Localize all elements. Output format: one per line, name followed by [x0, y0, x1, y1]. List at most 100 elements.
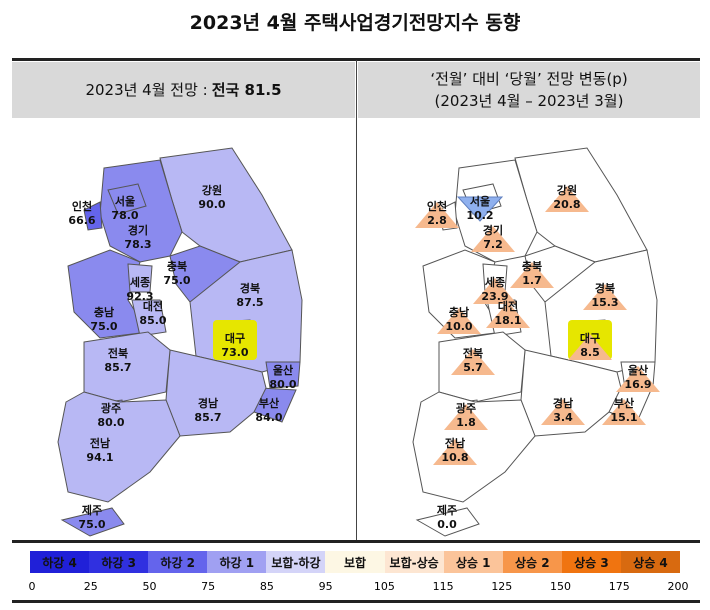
bottom-rule — [12, 600, 700, 603]
down-triangle-icon — [456, 196, 504, 222]
up-triangle-icon — [451, 349, 495, 375]
left-header: 2023년 4월 전망 : 전국 81.5 — [12, 62, 355, 118]
legend-tick: 105 — [373, 580, 395, 593]
highlight-box — [213, 320, 257, 360]
right-header: ‘전월’ 대비 ‘당월’ 전망 변동(p) (2023년 4월 – 2023년 … — [358, 62, 700, 118]
up-triangle-icon — [415, 202, 459, 228]
right-region-value: 15.3 — [591, 296, 618, 309]
right-region-name: 강원 — [557, 183, 577, 197]
left-region-value: 90.0 — [198, 198, 225, 211]
left-region-value: 80.0 — [97, 416, 124, 429]
up-triangle-icon — [437, 308, 481, 334]
right-region-value: 0.0 — [437, 518, 457, 531]
page-title: 2023년 4월 주택사업경기전망지수 동향 — [189, 12, 521, 34]
left-region-name: 전북 — [108, 346, 128, 360]
right-header-line2: (2023년 4월 – 2023년 3월) — [434, 92, 624, 110]
up-triangle-icon — [541, 399, 585, 425]
left-region-6 — [127, 263, 153, 293]
legend-item: 하강 3 — [89, 551, 149, 573]
left-region-name: 경기 — [128, 223, 148, 237]
right-region-value: 1.7 — [522, 274, 542, 287]
legend-item: 보합 — [325, 551, 385, 573]
legend-item: 하강 4 — [30, 551, 90, 573]
legend-item: 보합-하강 — [266, 551, 326, 573]
left-region-name: 제주 — [82, 503, 102, 517]
left-region-name: 대구 — [225, 331, 245, 345]
legend-tick: 175 — [608, 580, 630, 593]
right-region-value: 8.5 — [580, 346, 600, 359]
right-region-value: 23.9 — [481, 290, 508, 303]
legend: 하강 4 하강 3 하강 2 하강 1 보합-하강 보합 보합-상승 상승 1 상승 2 상승 3… — [30, 551, 681, 573]
legend-item: 상승 2 — [502, 551, 562, 573]
left-region-name: 경남 — [198, 396, 218, 410]
left-header-prefix: 2023년 4월 전망 : — [85, 81, 208, 99]
top-rule — [12, 58, 700, 61]
right-region-name: 전북 — [463, 346, 483, 360]
mid-rule — [12, 540, 700, 543]
legend-item: 보합-상승 — [384, 551, 444, 573]
maps: 강원90.0경기78.3서울78.0인천66.6충북75.0충남75.0세종92… — [57, 147, 660, 537]
right-region-value: 3.4 — [553, 411, 573, 424]
left-region-name: 서울 — [115, 194, 135, 208]
left-region-name: 강원 — [202, 183, 222, 197]
left-region-value: 75.0 — [78, 518, 105, 531]
up-triangle-icon — [616, 366, 660, 392]
up-triangle-icon — [583, 284, 627, 310]
left-region-value: 92.3 — [126, 290, 153, 303]
right-region-name: 충남 — [449, 305, 469, 319]
divider — [356, 60, 357, 540]
left-region-value: 85.7 — [194, 411, 221, 424]
left-header-national: 전국 81.5 — [211, 81, 282, 99]
left-region-name: 충남 — [94, 305, 114, 319]
left-region-value: 85.0 — [139, 314, 166, 327]
left-region-value: 87.5 — [236, 296, 263, 309]
right-region-name: 세종 — [485, 275, 505, 289]
right-region-name: 인천 — [427, 199, 447, 213]
legend-tick: 115 — [432, 580, 454, 593]
left-region-name: 전남 — [90, 436, 110, 450]
right-region-value: 15.1 — [610, 411, 637, 424]
left-region-15 — [57, 391, 181, 503]
left-region-name: 경북 — [240, 281, 260, 295]
right-region-name: 울산 — [628, 363, 648, 377]
right-region-value: 7.2 — [483, 238, 503, 251]
left-region-10 — [265, 361, 301, 389]
up-triangle-icon — [545, 186, 589, 212]
legend-item: 상승 1 — [443, 551, 503, 573]
up-triangle-icon — [602, 399, 646, 425]
right-region-15 — [412, 391, 536, 503]
up-triangle-icon — [510, 262, 554, 288]
legend-ticks: 0 25 50 75 85 95 105 115 125 150 175 200 — [0, 580, 710, 594]
right-region-name: 서울 — [470, 194, 490, 208]
legend-tick: 150 — [550, 580, 572, 593]
up-triangle-icon — [471, 226, 515, 252]
right-region-value: 1.8 — [456, 416, 476, 429]
legend-item: 상승 4 — [620, 551, 681, 573]
right-region-value: 16.9 — [624, 378, 651, 391]
left-region-name: 세종 — [130, 275, 150, 289]
up-triangle-icon — [444, 404, 488, 430]
left-region-value: 75.0 — [163, 274, 190, 287]
legend-tick: 125 — [491, 580, 513, 593]
left-region-name: 인천 — [72, 199, 92, 213]
legend-tick: 95 — [318, 580, 333, 593]
right-region-name: 광주 — [456, 402, 476, 415]
right-region-name: 경기 — [483, 223, 503, 237]
legend-item: 하강 1 — [207, 551, 267, 573]
up-triangle-icon — [433, 439, 477, 465]
up-triangle-icon — [473, 278, 517, 304]
right-region-value: 18.1 — [494, 314, 521, 327]
legend-item: 하강 2 — [148, 551, 208, 573]
right-header-line1: ‘전월’ 대비 ‘당월’ 전망 변동(p) — [430, 70, 628, 88]
legend-tick: 50 — [142, 580, 157, 593]
right-region-value: 10.8 — [441, 451, 468, 464]
right-region-name: 경북 — [595, 281, 615, 295]
left-region-2 — [107, 183, 147, 215]
left-region-3 — [83, 201, 103, 231]
up-triangle-icon — [568, 334, 612, 360]
right-region-value: 20.8 — [553, 198, 580, 211]
left-region-value: 84.0 — [255, 411, 282, 424]
left-region-value: 85.7 — [104, 361, 131, 374]
right-region-16 — [415, 507, 480, 537]
